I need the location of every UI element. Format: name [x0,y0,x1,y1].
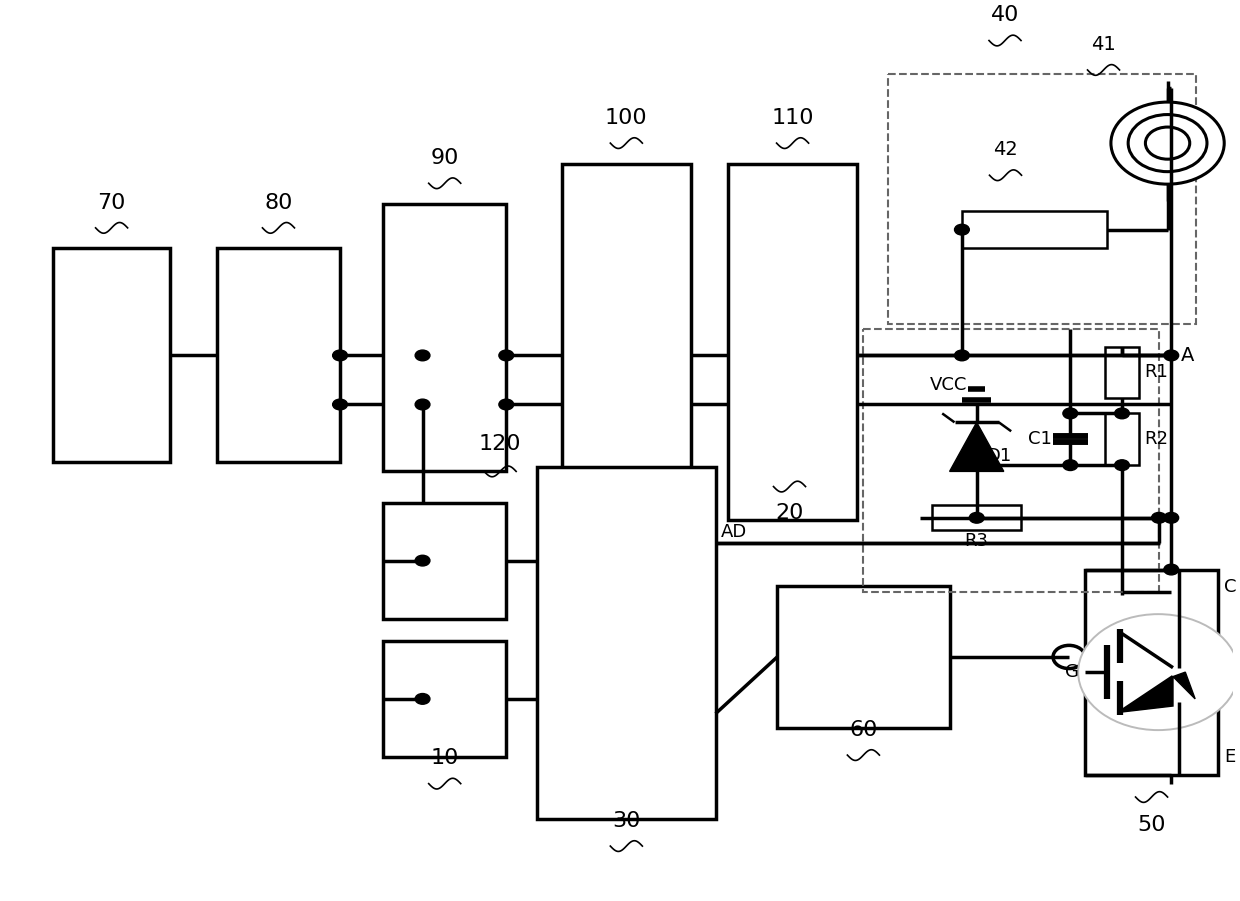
Bar [383,204,506,471]
Bar [1105,347,1140,398]
Text: 70: 70 [98,193,125,213]
Circle shape [1152,513,1167,523]
Bar [562,164,691,521]
Circle shape [332,350,347,360]
Polygon shape [1120,677,1173,713]
Circle shape [415,694,430,705]
Bar [888,75,1195,324]
Text: A: A [1182,346,1194,365]
Text: 10: 10 [430,749,459,769]
Circle shape [415,399,430,410]
Bar [728,164,857,521]
Bar [962,211,1107,249]
Circle shape [1146,127,1189,159]
Circle shape [332,399,347,410]
Bar [383,503,506,619]
Circle shape [1063,460,1078,470]
Bar [53,249,170,462]
Text: R1: R1 [1145,363,1168,381]
Circle shape [955,350,970,360]
Bar [217,249,340,462]
Circle shape [1115,460,1130,470]
Circle shape [415,555,430,566]
Bar [383,641,506,757]
Bar [1105,414,1140,465]
Text: D1: D1 [987,447,1012,465]
Text: 30: 30 [613,811,641,831]
Polygon shape [1173,672,1195,699]
Text: C1: C1 [1028,431,1052,449]
Text: VCC: VCC [930,376,967,394]
Circle shape [1164,513,1179,523]
Bar [932,505,1021,531]
Text: 41: 41 [1091,35,1116,54]
Circle shape [1111,102,1224,184]
Polygon shape [950,423,1004,471]
Text: 120: 120 [479,433,521,453]
Circle shape [1164,564,1179,575]
Text: 110: 110 [771,108,813,128]
Text: AD: AD [720,523,746,541]
Text: 42: 42 [993,141,1018,159]
Circle shape [1128,114,1207,172]
Circle shape [970,460,985,470]
Text: 20: 20 [775,503,804,523]
Text: 100: 100 [605,108,647,128]
Circle shape [955,224,970,235]
Circle shape [1164,350,1179,360]
Circle shape [1115,408,1130,419]
Circle shape [498,350,513,360]
Text: E: E [1224,748,1235,766]
Circle shape [1063,408,1078,419]
Bar [1085,569,1218,775]
Bar [863,329,1159,592]
Text: C: C [1224,578,1236,596]
Circle shape [1078,614,1239,730]
Bar [777,586,950,728]
Circle shape [498,399,513,410]
Text: 90: 90 [430,148,459,168]
Text: R3: R3 [965,532,988,550]
Text: G: G [1065,663,1079,681]
Circle shape [970,460,985,470]
Text: 50: 50 [1137,815,1166,835]
Text: 40: 40 [991,5,1019,25]
Text: 60: 60 [849,720,878,740]
Text: R2: R2 [1145,431,1168,449]
Circle shape [1053,645,1085,669]
Text: 80: 80 [264,193,293,213]
Circle shape [970,513,985,523]
Bar [537,467,715,819]
Circle shape [415,350,430,360]
